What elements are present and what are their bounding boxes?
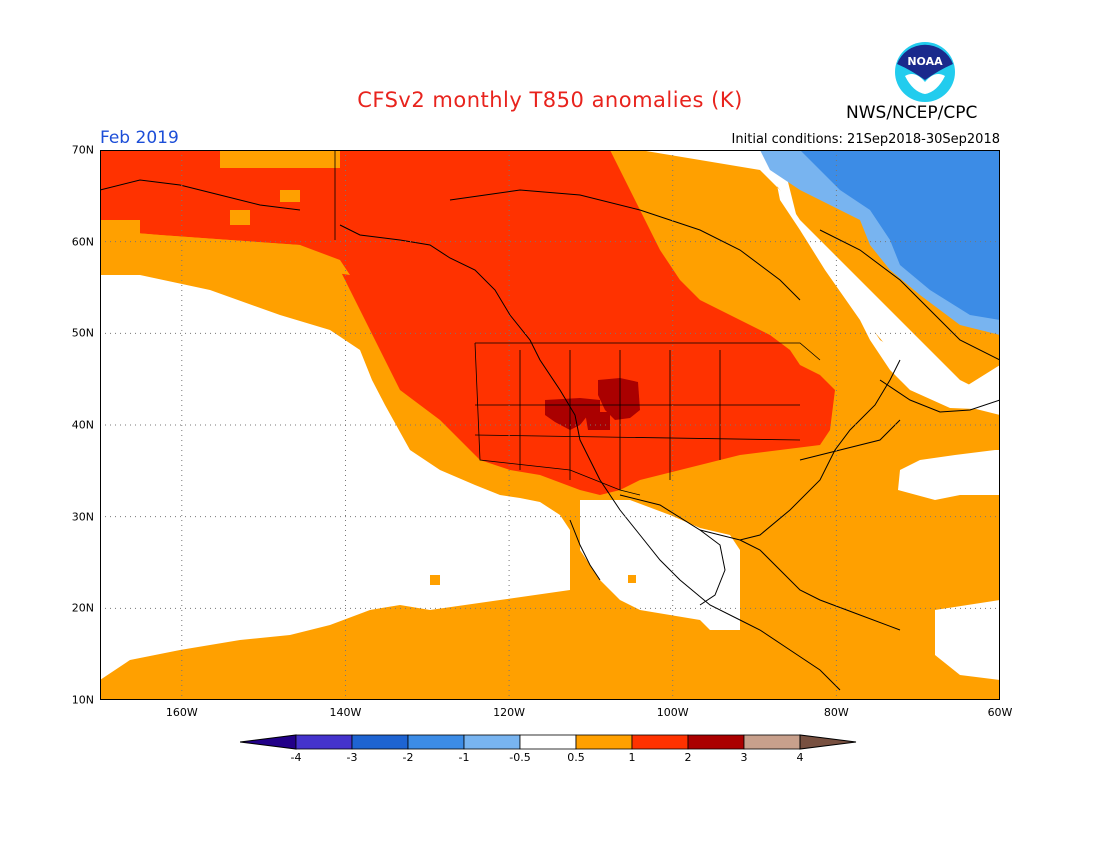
colorbar-swatch-4 bbox=[463, 734, 521, 750]
coastlines bbox=[100, 179, 1000, 691]
map-title: CFSv2 monthly T850 anomalies (K) bbox=[357, 88, 743, 112]
colorbar-swatch-8 bbox=[687, 734, 745, 750]
colorbar-swatch-min bbox=[240, 734, 297, 750]
colorbar-swatch-9 bbox=[743, 734, 801, 750]
colorbar-label: -1 bbox=[458, 751, 470, 764]
map-frame bbox=[100, 150, 1000, 700]
agency-label: NWS/NCEP/CPC bbox=[846, 103, 978, 123]
colorbar bbox=[240, 734, 857, 750]
lat-label-10n: 10N bbox=[71, 693, 94, 707]
colorbar-swatch-2 bbox=[351, 734, 409, 750]
lat-label-20n: 20N bbox=[71, 601, 94, 615]
lon-label-120w: 120W bbox=[493, 706, 526, 719]
anomaly-region-gulf-white bbox=[580, 500, 740, 630]
anomaly-region-rockies-darkred bbox=[545, 398, 600, 430]
lon-label-80w: 80W bbox=[823, 706, 849, 719]
lon-label-140w: 140W bbox=[329, 706, 362, 719]
valid-month-label: Feb 2019 bbox=[100, 128, 179, 148]
colorbar-swatch-max bbox=[799, 734, 857, 750]
graticule bbox=[100, 150, 1000, 700]
anomaly-region-canada-blue bbox=[800, 150, 1000, 320]
colorbar-label: -3 bbox=[346, 751, 358, 764]
colorbar-label: -0.5 bbox=[509, 751, 531, 764]
colorbar-swatch-7 bbox=[631, 734, 689, 750]
anomaly-region-atlantic-white bbox=[898, 450, 1000, 500]
noaa-logo-text: NOAA bbox=[907, 55, 943, 68]
colorbar-label: 3 bbox=[740, 751, 748, 764]
colorbar-swatch-1 bbox=[295, 734, 353, 750]
anomaly-region-north-america-red bbox=[100, 150, 835, 495]
lat-label-50n: 50N bbox=[71, 326, 94, 340]
lon-label-160w: 160W bbox=[165, 706, 198, 719]
borders bbox=[334, 150, 821, 496]
anomaly-map bbox=[100, 150, 1000, 700]
lon-label-100w: 100W bbox=[656, 706, 689, 719]
lat-label-30n: 30N bbox=[71, 510, 94, 524]
anomaly-region-caribbean-white bbox=[935, 600, 1000, 680]
colorbar-swatch-6 bbox=[575, 734, 633, 750]
colorbar-label: 0.5 bbox=[567, 751, 585, 764]
colorbar-label: 4 bbox=[796, 751, 804, 764]
colorbar-label: 1 bbox=[628, 751, 636, 764]
colorbar-label: 2 bbox=[684, 751, 692, 764]
lat-label-70n: 70N bbox=[71, 143, 94, 157]
initial-conditions-label: Initial conditions: 21Sep2018-30Sep2018 bbox=[731, 132, 1000, 147]
colorbar-swatch-3 bbox=[407, 734, 465, 750]
anomaly-region-pacific-white bbox=[100, 275, 570, 680]
lat-label-60n: 60N bbox=[71, 235, 94, 249]
colorbar-label: -2 bbox=[402, 751, 414, 764]
lat-label-40n: 40N bbox=[71, 418, 94, 432]
lon-label-60w: 60W bbox=[987, 706, 1013, 719]
colorbar-swatch-5 bbox=[519, 734, 577, 750]
colorbar-label: -4 bbox=[290, 751, 302, 764]
noaa-logo: NOAA bbox=[895, 42, 955, 102]
